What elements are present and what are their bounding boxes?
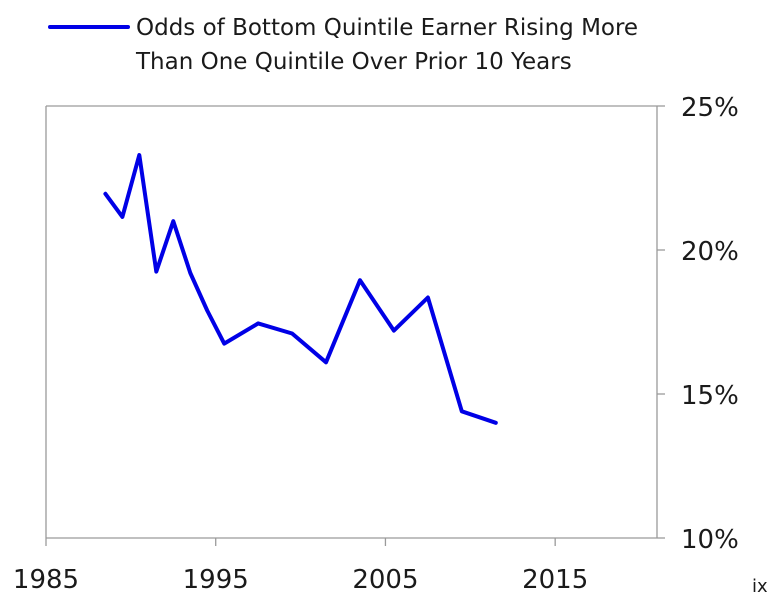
legend: Odds of Bottom Quintile Earner Rising Mo… (48, 15, 638, 75)
series-line (103, 153, 498, 425)
legend-label-line-2: Than One Quintile Over Prior 10 Years (135, 49, 572, 75)
x-tick-label: 1995 (183, 565, 249, 595)
y-axis: 10% 15% 20% 25% (657, 93, 739, 555)
legend-label-line-1: Odds of Bottom Quintile Earner Rising Mo… (136, 15, 638, 41)
x-tick-label: 2015 (522, 565, 588, 595)
x-axis: 1985 1995 2005 2015 (13, 538, 588, 595)
x-tick-label: 1985 (13, 565, 79, 595)
x-tick-label: 2005 (352, 565, 418, 595)
plot-frame (45, 105, 658, 539)
y-tick-label: 15% (681, 381, 739, 411)
y-tick-label: 20% (681, 237, 739, 267)
series-layer (103, 153, 498, 425)
footnote: ix (752, 576, 768, 597)
y-tick-label: 25% (681, 93, 739, 123)
y-tick-label: 10% (681, 525, 739, 555)
